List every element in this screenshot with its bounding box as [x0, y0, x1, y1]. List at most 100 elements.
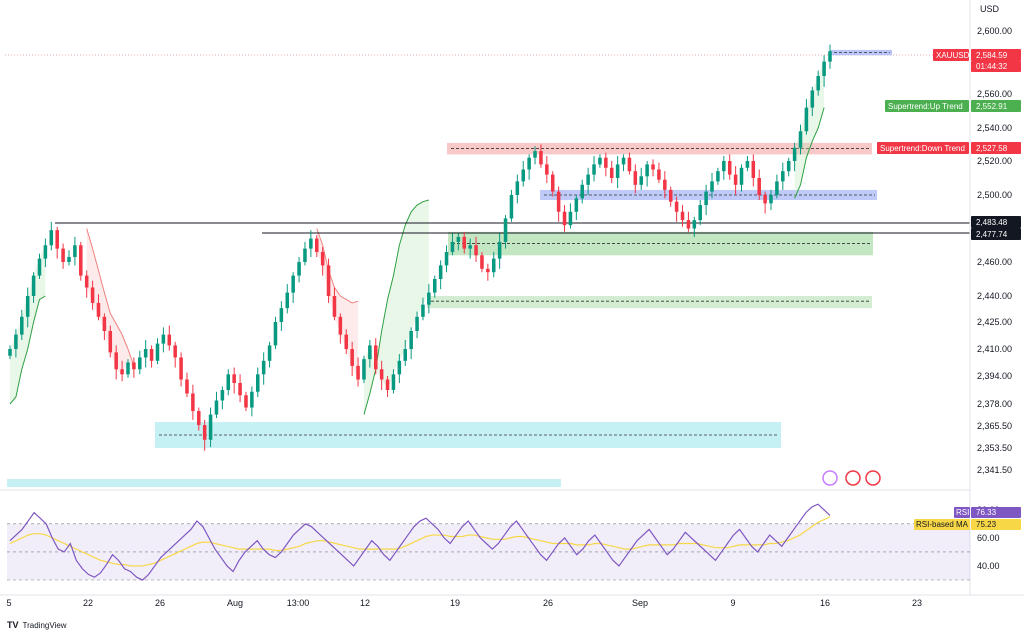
- candle-body: [397, 360, 402, 375]
- candle-body: [651, 164, 655, 170]
- candle-body: [173, 345, 177, 358]
- candle-body: [61, 248, 65, 262]
- y-tick-label: 2,365.50: [977, 421, 1012, 431]
- candle-body: [31, 275, 36, 296]
- candle-body: [798, 131, 803, 148]
- candle-body: [757, 178, 761, 195]
- x-tick-label: 12: [360, 598, 370, 608]
- candle-body: [143, 349, 148, 358]
- candle-body: [279, 308, 284, 322]
- supertrend-down-value: 2,527.58: [976, 144, 1008, 153]
- candle-body: [733, 174, 738, 185]
- cyan-strip: [7, 479, 561, 487]
- candle-body: [639, 176, 643, 185]
- x-tick-label: 23: [912, 598, 922, 608]
- candle-body: [722, 161, 726, 172]
- candle-body: [710, 181, 714, 192]
- candle-body: [486, 268, 490, 273]
- support-zone-green: [427, 296, 872, 309]
- x-tick-label: 26: [155, 598, 165, 608]
- y-tick-label: 2,394.00: [977, 371, 1012, 381]
- candle-body: [167, 334, 172, 346]
- supertrend-down-label-tag: [877, 142, 969, 154]
- candle-body: [633, 171, 638, 185]
- candle-body: [627, 157, 632, 172]
- candle-body: [503, 218, 508, 242]
- candle-body: [574, 198, 579, 212]
- candle-body: [238, 383, 242, 396]
- us-flag-event-icon: [865, 470, 881, 486]
- candle-body: [185, 379, 189, 394]
- candle-body: [332, 296, 337, 317]
- candle-body: [775, 181, 779, 195]
- candle-body: [621, 157, 626, 165]
- candle-body: [539, 151, 543, 165]
- supertrend-up-2-fill: [363, 200, 429, 415]
- candle-body: [55, 230, 59, 249]
- candle-body: [267, 345, 272, 361]
- candle-body: [550, 174, 555, 192]
- candle-body: [668, 189, 673, 202]
- candle-body: [816, 76, 820, 91]
- x-tick-label: 5: [6, 598, 11, 608]
- candle-body: [462, 236, 467, 249]
- candle-body: [214, 400, 219, 415]
- countdown-value: 01:44:32: [976, 62, 1008, 71]
- candle-body: [592, 164, 596, 175]
- candle-body: [108, 331, 113, 353]
- candle-body: [545, 164, 549, 175]
- candle-body: [804, 107, 809, 132]
- low-zone-cyan: [155, 422, 781, 448]
- level-2-value-tag: [971, 228, 1021, 240]
- candle-body: [126, 362, 130, 375]
- candle-body: [438, 265, 443, 279]
- candle-body: [309, 238, 313, 249]
- candle-body: [444, 251, 449, 266]
- candle-body: [232, 374, 236, 383]
- candle-body: [745, 161, 750, 168]
- candle-body: [810, 90, 815, 108]
- candle-body: [256, 374, 260, 392]
- x-tick-label: 19: [450, 598, 460, 608]
- candle-body: [8, 349, 12, 356]
- candle-body: [615, 164, 620, 178]
- candle-body: [67, 256, 71, 262]
- candle-body: [391, 374, 396, 390]
- candle-body: [421, 304, 425, 317]
- candle-body: [456, 236, 461, 242]
- us-flag-event-icon: [845, 470, 861, 486]
- candle-body: [114, 352, 118, 370]
- y-tick-label: 2,520.00: [977, 156, 1012, 166]
- x-tick-label: 9: [730, 598, 735, 608]
- x-tick-label: Aug: [227, 598, 243, 608]
- candle-body: [527, 157, 531, 170]
- candle-body: [415, 316, 419, 331]
- candle-body: [704, 191, 708, 206]
- supertrend-down-label: Supertrend:Down Trend: [880, 144, 965, 153]
- candle-body: [385, 379, 390, 390]
- supertrend-down-1-line: [86, 228, 135, 367]
- rsi-ma-label: RSI-based MA: [916, 520, 969, 529]
- candle-body: [515, 181, 520, 195]
- candle-body: [37, 258, 42, 276]
- candle-body: [285, 292, 290, 309]
- candle-body: [250, 391, 254, 408]
- candle-body: [450, 241, 455, 252]
- rsi-ma-label-tag: [914, 519, 970, 530]
- candle-body: [763, 195, 767, 204]
- level-1-value-tag: [971, 216, 1021, 228]
- candle-body: [368, 345, 372, 360]
- candle-body: [149, 349, 154, 361]
- candle-body: [727, 161, 732, 175]
- candle-body: [432, 279, 437, 293]
- candle-body: [197, 411, 201, 426]
- candle-body: [220, 390, 225, 401]
- demand-zone-green: [448, 231, 873, 256]
- y-tick-label: 2,440.00: [977, 291, 1012, 301]
- candle-body: [480, 255, 484, 269]
- candle-body: [79, 245, 83, 276]
- y-tick-label: 2,500.00: [977, 190, 1012, 200]
- rsi-value: 76.33: [976, 508, 997, 517]
- candle-body: [674, 201, 679, 212]
